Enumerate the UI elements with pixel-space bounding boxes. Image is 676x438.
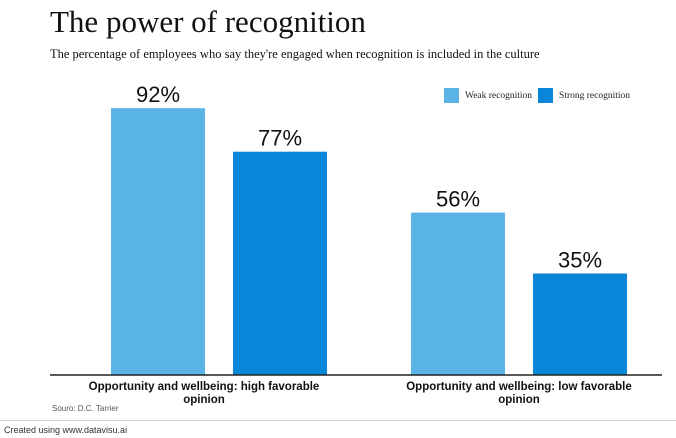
legend-label-strong: Strong recognition xyxy=(559,90,631,101)
x-tick-label-1-line-1: Opportunity and wellbeing: high favorabl… xyxy=(89,381,320,393)
chart-subtitle: The percentage of employees who say they… xyxy=(50,47,540,61)
x-tick-label-2-line-2: opinion xyxy=(498,394,540,406)
chart-legend: Weak recognition Strong recognition xyxy=(444,88,636,103)
legend-swatch-weak xyxy=(444,88,459,103)
x-tick-label-2-line-1: Opportunity and wellbeing: low favorable xyxy=(406,381,632,393)
chart-title: The power of recognition xyxy=(50,4,366,39)
legend-item-strong: Strong recognition xyxy=(538,88,630,103)
legend-swatch-strong xyxy=(538,88,554,103)
bar-weak-2 xyxy=(411,212,505,375)
source-note: Souro: D.C. Tarrier xyxy=(52,404,119,413)
x-tick-label-1-line-2: opinion xyxy=(183,394,225,406)
bar-weak-1 xyxy=(111,108,205,375)
legend-item-weak: Weak recognition xyxy=(444,88,532,103)
legend-label-weak: Weak recognition xyxy=(465,90,533,101)
footer-credit: Created using www.datavisu.ai xyxy=(4,425,128,435)
footer-divider xyxy=(0,420,676,421)
bar-strong-2 xyxy=(533,273,627,375)
bar-strong-1 xyxy=(233,151,327,375)
data-label-strong-1: 77% xyxy=(258,126,302,151)
data-label-weak-2: 56% xyxy=(436,187,480,212)
data-label-strong-2: 35% xyxy=(558,248,602,273)
data-label-weak-1: 92% xyxy=(136,82,180,107)
